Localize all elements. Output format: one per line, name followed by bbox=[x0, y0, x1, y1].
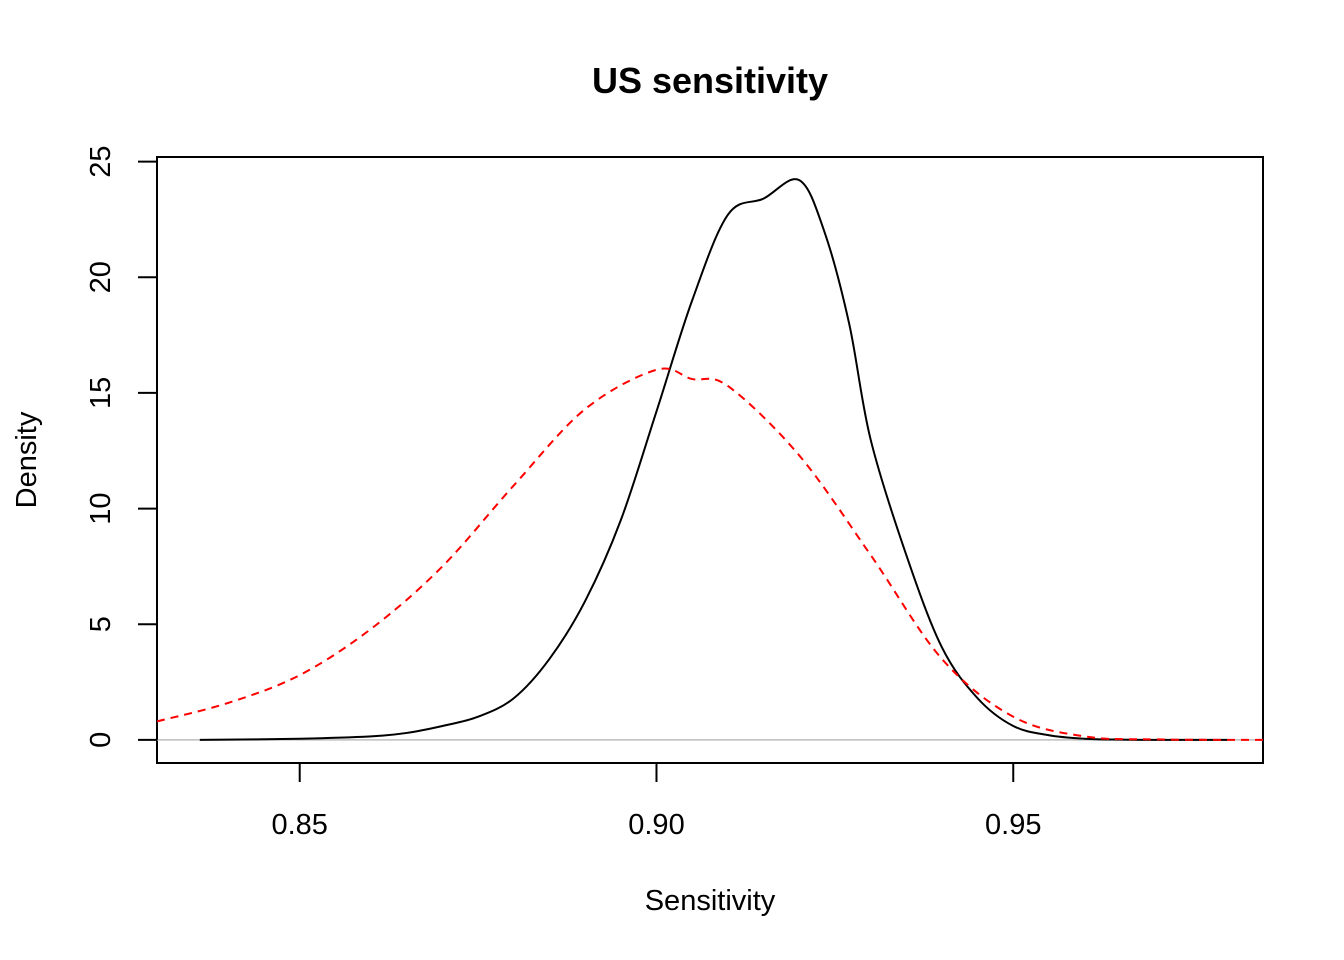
x-axis: 0.85 0.90 0.95 bbox=[271, 762, 1041, 841]
density-line-dashed-red bbox=[157, 367, 1263, 741]
x-tick-label: 0.95 bbox=[985, 809, 1041, 841]
series-layer bbox=[157, 178, 1263, 741]
y-tick-label: 20 bbox=[85, 261, 117, 293]
chart-title: US sensitivity bbox=[592, 60, 828, 101]
plot-frame bbox=[156, 156, 1264, 764]
x-tick-label: 0.90 bbox=[628, 809, 684, 841]
y-tick-label: 5 bbox=[85, 616, 117, 632]
y-tick-label: 25 bbox=[85, 145, 117, 177]
x-tick-label: 0.85 bbox=[271, 809, 327, 841]
y-axis-label: Density bbox=[11, 411, 43, 508]
y-axis: 0 5 10 15 20 25 bbox=[85, 145, 158, 748]
y-tick-label: 15 bbox=[85, 377, 117, 409]
x-axis-label: Sensitivity bbox=[645, 885, 776, 917]
y-tick-label: 0 bbox=[85, 732, 117, 748]
y-tick-label: 10 bbox=[85, 492, 117, 524]
density-line-solid-black bbox=[199, 178, 1228, 741]
